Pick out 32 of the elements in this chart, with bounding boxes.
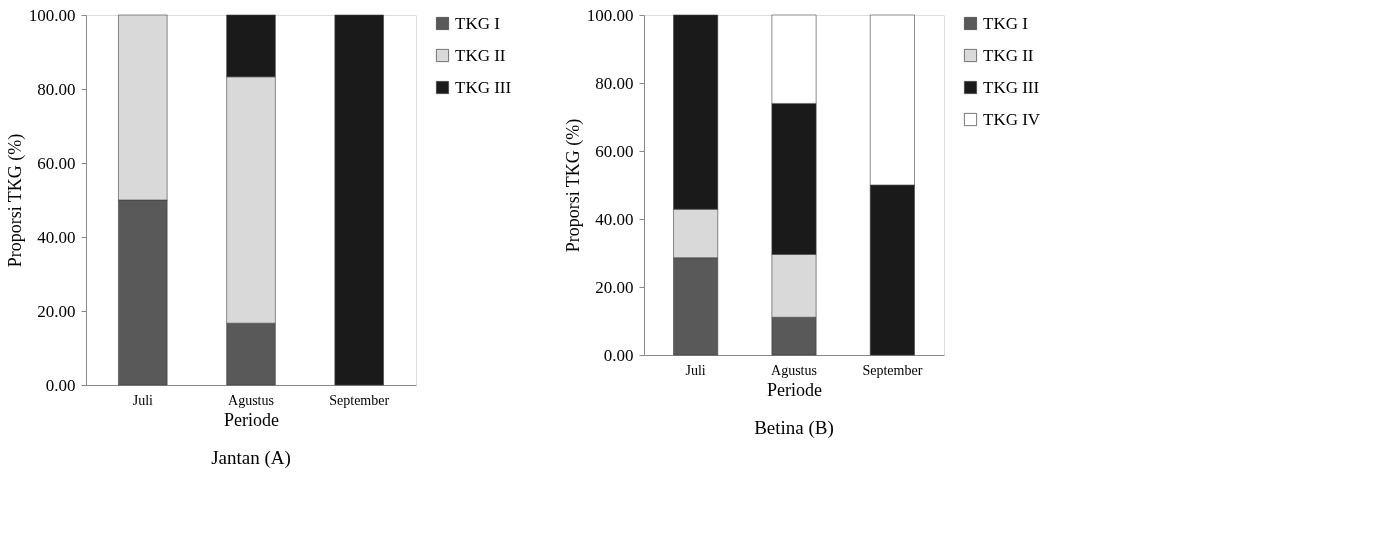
y-tick-label: 100.00 [586,5,634,25]
y-tick-label: 60.00 [595,141,634,161]
legend-label: TKG I [455,13,501,33]
y-tick-label: 0.00 [603,345,634,365]
x-tick-label: Agustus [228,392,274,408]
x-tick-label: September [329,392,390,408]
y-tick-label: 20.00 [595,277,634,297]
x-tick-label: Juli [132,392,154,408]
text: Jantan (A) [211,447,291,469]
y-tick-label: 40.00 [595,209,634,229]
y-tick-label: 100.00 [28,5,76,25]
y-tick-label: 40.00 [37,227,76,247]
x-axis-title: Periode [767,379,822,400]
y-tick-label: 0.00 [45,375,76,395]
y-tick-label: 80.00 [595,73,634,93]
legend-label: TKG III [455,77,512,97]
x-tick-label: September [862,362,923,378]
legend-label: TKG II [455,45,506,65]
y-tick-label: 20.00 [37,301,76,321]
y-tick-label: 80.00 [37,79,76,99]
y-axis-title: Proporsi TKG (%) [4,133,26,268]
bar [334,14,384,386]
legend-label: TKG II [983,45,1034,65]
legend-label: TKG I [983,13,1029,33]
x-tick-label: Agustus [771,362,817,378]
y-axis-title: Proporsi TKG (%) [562,118,584,253]
y-tick-label: 60.00 [37,153,76,173]
legend-label: TKG IV [983,109,1041,129]
legend-label: TKG III [983,77,1040,97]
x-axis-title: Periode [224,409,279,430]
text: Betina (B) [754,417,834,439]
x-tick-label: Juli [685,362,706,378]
